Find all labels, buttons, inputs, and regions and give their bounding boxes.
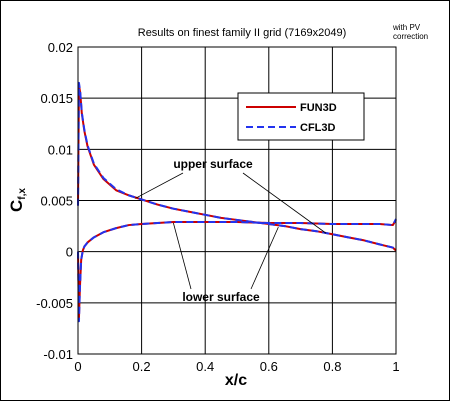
x-axis-label: x/c <box>225 372 247 389</box>
series-cfl3d-upper-line <box>77 81 397 252</box>
pv-note-line-1: with PV <box>392 23 421 32</box>
series-lines <box>77 81 397 323</box>
annotation-lower-surface: lower surface <box>182 290 260 304</box>
legend-box <box>237 92 365 141</box>
y-tick-label: 0.02 <box>48 40 73 55</box>
axis-ticks: 0 0.2 0.4 0.6 0.8 1 -0.01 -0.005 0 0.005 0.01 0.015… <box>36 40 399 374</box>
y-tick-label: 0.015 <box>40 91 73 106</box>
y-tick-label: 0.01 <box>48 142 73 157</box>
legend-label-fun3d: FUN3D <box>300 102 337 114</box>
annotations: upper surface lower surface <box>135 157 327 304</box>
chart-title: Results on finest family II grid (7169x2… <box>138 27 347 39</box>
x-tick-label: 0.6 <box>260 359 278 374</box>
x-tick-label: 0.8 <box>323 359 341 374</box>
y-axis-label: Cf,x <box>7 188 28 212</box>
y-tick-label: 0.005 <box>40 194 73 209</box>
y-axis-label-sub: f,x <box>17 188 28 200</box>
plot-border <box>77 46 397 355</box>
annotation-leader <box>135 172 184 199</box>
y-axis-label-main: C <box>7 200 26 212</box>
y-tick-label: -0.01 <box>43 347 73 362</box>
annotation-leader <box>242 172 327 234</box>
pv-note-line-2: correction <box>393 32 428 41</box>
y-tick-label: -0.005 <box>36 296 73 311</box>
annotation-leader <box>250 226 279 290</box>
x-tick-label: 1 <box>392 359 399 374</box>
legend-label-cfl3d: CFL3D <box>300 122 336 134</box>
x-tick-label: 0 <box>74 359 81 374</box>
y-tick-label: 0 <box>66 245 73 260</box>
annotation-upper-surface: upper surface <box>173 157 253 171</box>
legend: FUN3D CFL3D <box>237 92 365 141</box>
annotation-leader <box>173 222 192 290</box>
x-tick-label: 0.2 <box>133 359 151 374</box>
series-cfl3d-lower-line <box>77 218 397 323</box>
x-tick-label: 0.4 <box>196 359 214 374</box>
